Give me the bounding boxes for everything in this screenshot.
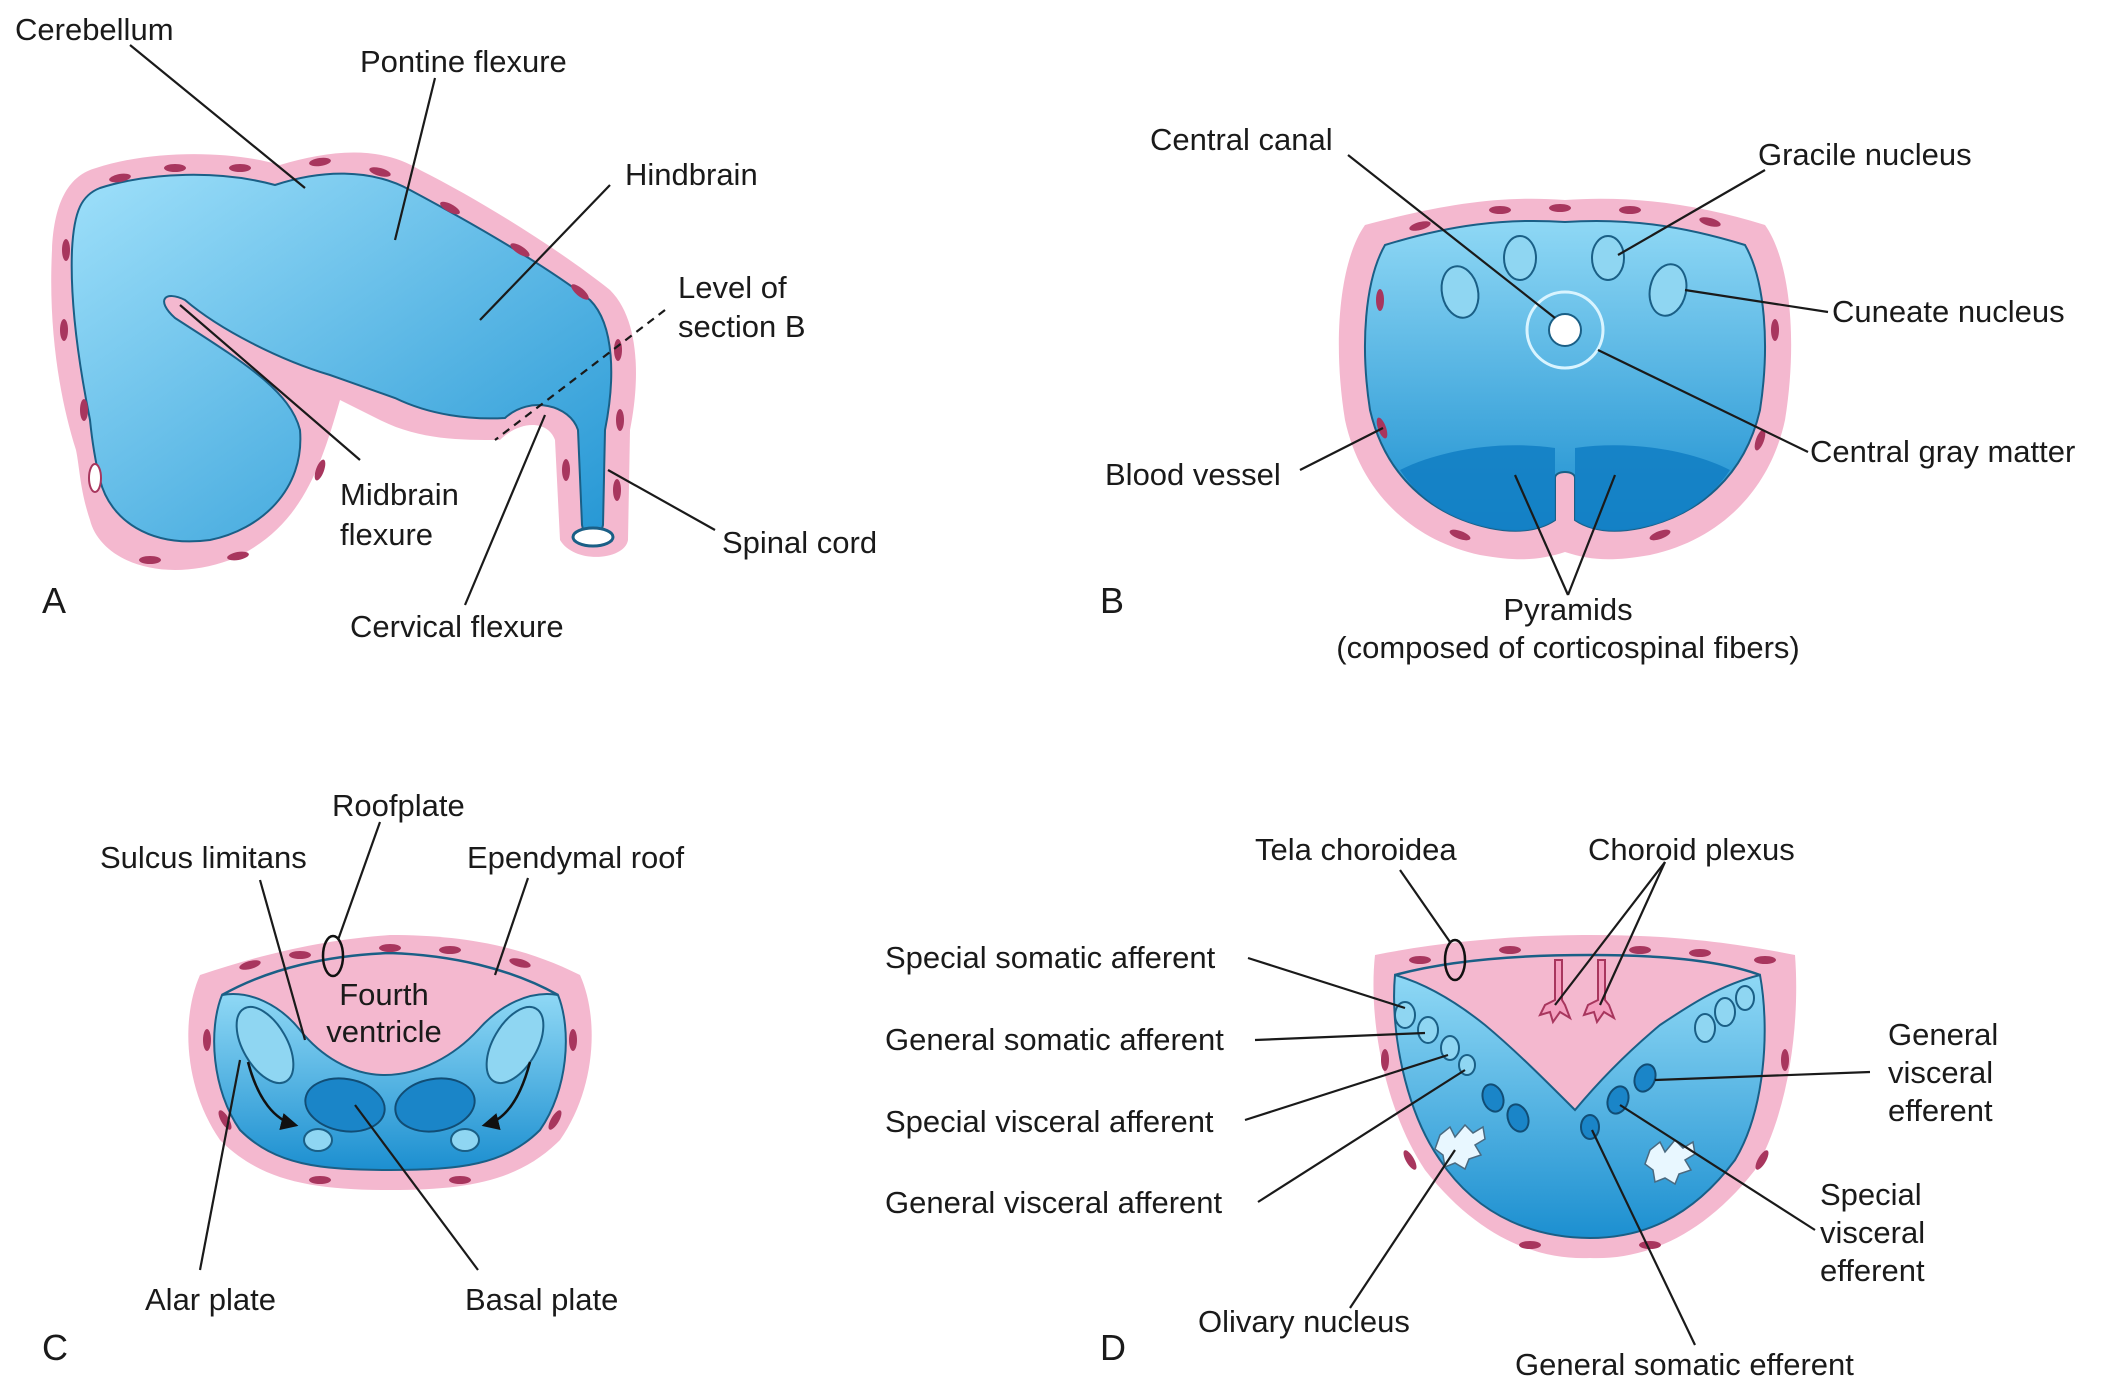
- label-central-gray-matter: Central gray matter: [1810, 434, 2075, 469]
- gse-leader: [1591, 1129, 1696, 1346]
- label-alar-plate: Alar plate: [145, 1282, 276, 1317]
- label-midbrain: Midbrain: [340, 477, 459, 512]
- pyramid-leader-left: [1513, 474, 1570, 596]
- label-sve-2: visceral: [1820, 1215, 1925, 1250]
- panel-letter-c: C: [42, 1327, 68, 1368]
- label-roofplate: Roofplate: [332, 788, 465, 823]
- adult-medulla-section: [1373, 935, 1797, 1259]
- spinal-cord-leader: [607, 469, 716, 531]
- ependymal-roof-line: [221, 951, 559, 997]
- choroid-plexus-leader-1: [1554, 861, 1666, 1006]
- gva-leader: [1257, 1069, 1466, 1203]
- label-sve-1: Special: [1820, 1177, 1922, 1212]
- section-b-level-leader: [494, 309, 666, 441]
- basal-plate-leader: [354, 1104, 479, 1271]
- panel-b: Central canal Gracile nucleus Cuneate nu…: [1100, 122, 2075, 665]
- arrow-right: [481, 1061, 532, 1131]
- central-canal-shape: [1548, 313, 1582, 347]
- arrow-left: [246, 1061, 299, 1131]
- label-ependymal-roof: Ependymal roof: [467, 840, 685, 875]
- sva-leader: [1244, 1053, 1449, 1122]
- olivary-shapes: [1434, 1123, 1696, 1186]
- label-sve-3: efferent: [1820, 1253, 1925, 1288]
- vessels-b: [1376, 204, 1779, 541]
- label-gve-1: General: [1888, 1017, 1998, 1052]
- label-hindbrain: Hindbrain: [625, 157, 758, 192]
- label-flexure: flexure: [340, 517, 433, 552]
- alar-plate-leader: [198, 1059, 242, 1271]
- tela-choroidea-leader: [1399, 869, 1451, 943]
- vessels-d: [1381, 946, 1789, 1249]
- label-cuneate-nucleus: Cuneate nucleus: [1832, 294, 2065, 329]
- panel-letter-b: B: [1100, 580, 1124, 621]
- label-choroid-plexus: Choroid plexus: [1588, 832, 1795, 867]
- sve-leader: [1619, 1104, 1816, 1231]
- gracile-nucleus-leader: [1617, 169, 1766, 256]
- hindbrain-leader: [479, 184, 611, 321]
- label-central-canal: Central canal: [1150, 122, 1333, 157]
- label-basal-plate: Basal plate: [465, 1282, 618, 1317]
- label-blood-vessel: Blood vessel: [1105, 457, 1281, 492]
- vessels-a: [60, 157, 624, 564]
- cervical-flexure-leader: [463, 414, 547, 606]
- roofplate-leader: [336, 821, 382, 941]
- label-general-somatic-efferent: General somatic efferent: [1515, 1347, 1854, 1382]
- ependymal-roof-leader: [493, 877, 530, 976]
- label-cervical-flexure: Cervical flexure: [350, 609, 564, 644]
- label-ventricle: ventricle: [326, 1014, 441, 1049]
- label-general-somatic-afferent: General somatic afferent: [885, 1022, 1224, 1057]
- choroid-plexus-tufts: [1538, 959, 1616, 1025]
- gsa-leader: [1254, 1031, 1426, 1042]
- midbrain-flexure-leader: [179, 304, 361, 461]
- sulcus-limitans-leader: [258, 879, 307, 1041]
- central-canal-leader: [1347, 154, 1556, 319]
- label-pontine-flexure: Pontine flexure: [360, 44, 567, 79]
- label-gracile-nucleus: Gracile nucleus: [1758, 137, 1972, 172]
- label-section-b: section B: [678, 309, 806, 344]
- pyramid-leader-right: [1566, 474, 1617, 596]
- label-spinal-cord: Spinal cord: [722, 525, 877, 560]
- central-gray-ring: [1525, 290, 1605, 370]
- label-olivary-nucleus: Olivary nucleus: [1198, 1304, 1410, 1339]
- label-pyramids: Pyramids: [1503, 592, 1632, 627]
- label-level-of: Level of: [678, 270, 787, 305]
- ssa-leader: [1247, 956, 1406, 1010]
- label-tela-choroidea: Tela choroidea: [1255, 832, 1457, 867]
- pyramids-shape: [1400, 445, 1730, 531]
- roofplate-ring: [321, 934, 345, 978]
- label-fourth: Fourth: [339, 977, 429, 1012]
- pontine-flexure-leader: [393, 77, 437, 241]
- label-cerebellum: Cerebellum: [15, 12, 174, 47]
- label-special-visceral-afferent: Special visceral afferent: [885, 1104, 1214, 1139]
- afferent-columns: [1394, 985, 1755, 1076]
- label-pyramids-detail: (composed of corticospinal fibers): [1336, 630, 1799, 665]
- open-medulla-section: [188, 934, 592, 1190]
- blood-vessel-leader: [1299, 427, 1384, 471]
- brain-tube-illustration: [51, 152, 636, 571]
- olivary-leader: [1349, 1149, 1456, 1309]
- panel-a: Cerebellum Pontine flexure Hindbrain Lev…: [15, 12, 877, 644]
- label-special-somatic-afferent: Special somatic afferent: [885, 940, 1216, 975]
- medulla-closed-section: [1338, 198, 1792, 560]
- panel-letter-d: D: [1100, 1327, 1126, 1368]
- panel-d: Tela choroidea Choroid plexus Special so…: [885, 832, 1998, 1382]
- tela-choroidea-ring: [1443, 938, 1467, 982]
- label-gve-2: visceral: [1888, 1055, 1993, 1090]
- choroid-plexus-leader-2: [1598, 861, 1667, 1006]
- label-sulcus-limitans: Sulcus limitans: [100, 840, 307, 875]
- central-gray-leader: [1597, 349, 1809, 453]
- cuneate-nucleus-leader: [1684, 288, 1829, 314]
- label-general-visceral-afferent: General visceral afferent: [885, 1185, 1223, 1220]
- gve-leader: [1654, 1070, 1871, 1082]
- tela-choroidea-line: [1394, 953, 1761, 977]
- label-gve-3: efferent: [1888, 1093, 1993, 1128]
- panel-c: Roofplate Sulcus limitans Ependymal roof…: [42, 788, 685, 1368]
- cerebellum-leader: [129, 44, 306, 189]
- panel-letter-a: A: [42, 580, 66, 621]
